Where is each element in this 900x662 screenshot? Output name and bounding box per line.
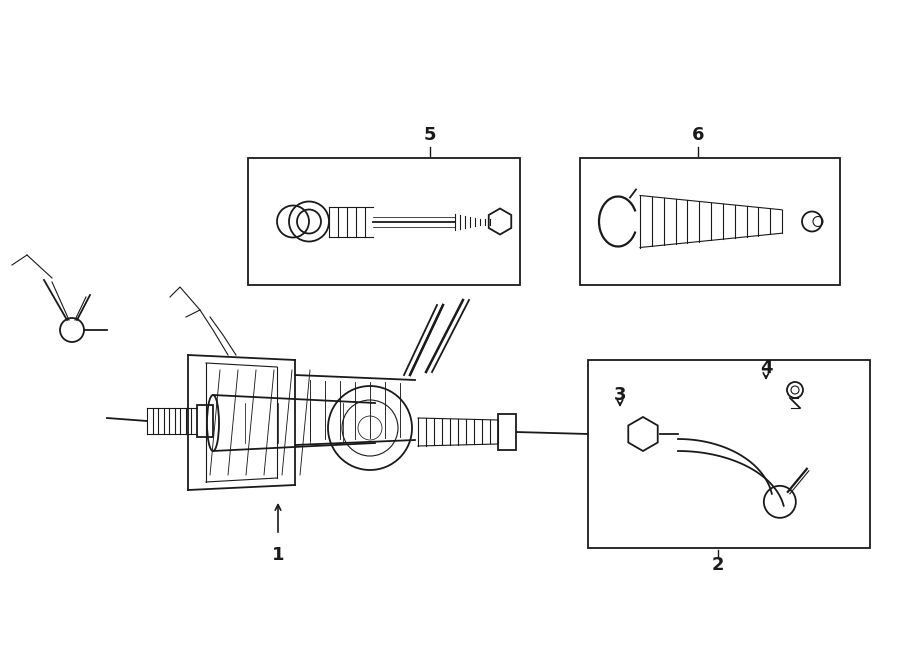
Bar	[498, 414, 516, 450]
Text: 3: 3	[614, 386, 626, 404]
Bar	[197, 405, 213, 437]
Text: 6: 6	[692, 126, 704, 144]
Text: 4: 4	[760, 359, 772, 377]
Bar	[588, 360, 870, 548]
Text: 1: 1	[272, 546, 284, 564]
Bar	[248, 158, 520, 285]
Text: 5: 5	[424, 126, 436, 144]
Text: 2: 2	[712, 556, 724, 574]
Bar	[580, 158, 840, 285]
